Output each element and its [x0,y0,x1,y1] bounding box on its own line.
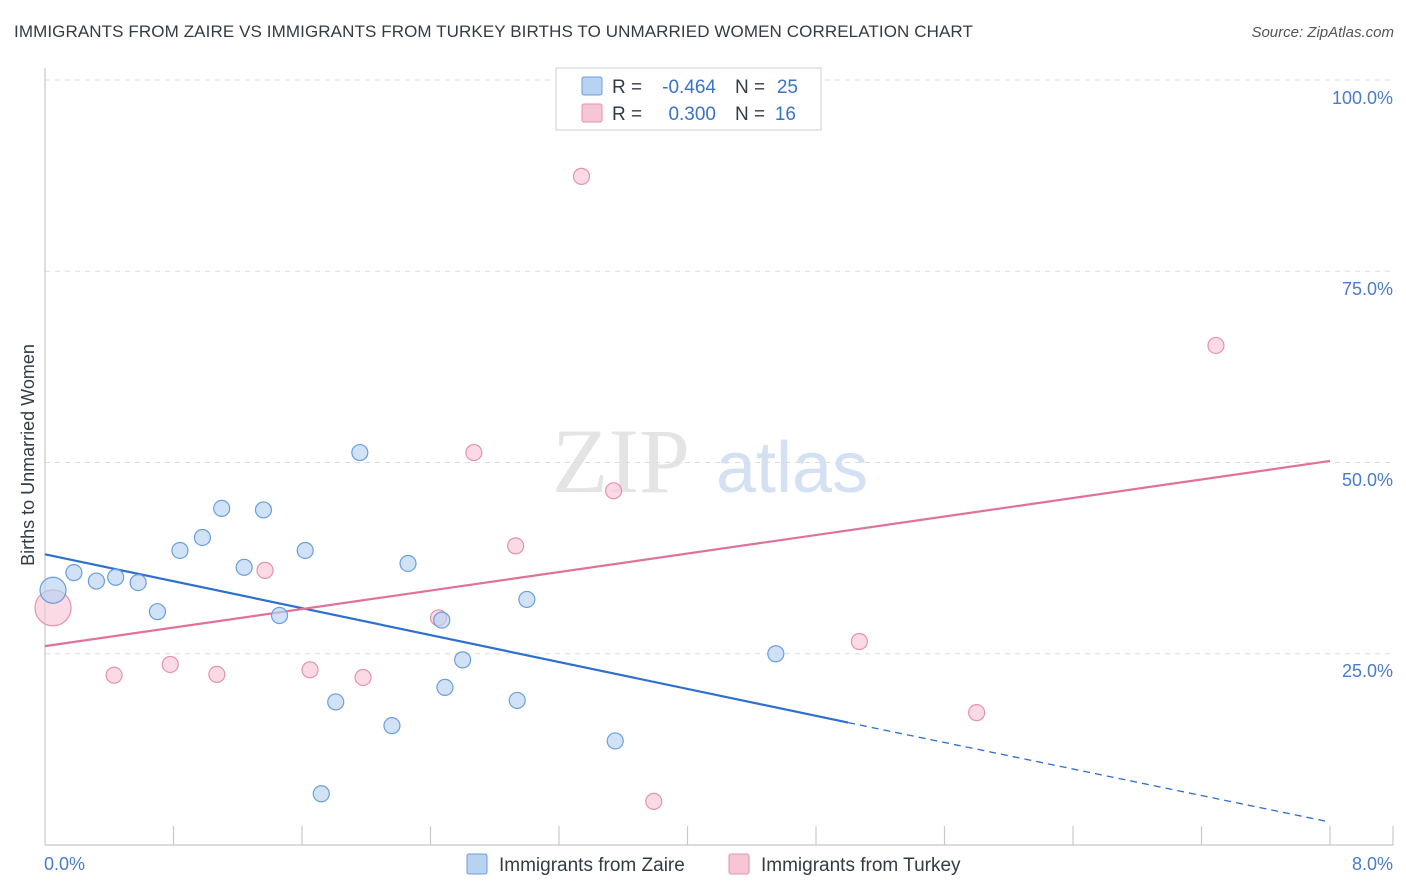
data-point-zaire-6 [171,541,189,560]
data-point-zaire-10 [254,501,273,519]
data-point-zaire-24 [767,645,785,663]
data-point-turkey-1 [105,666,123,684]
data-point-zaire-11 [270,606,289,625]
data-point-zaire-4 [129,574,147,592]
bottom-legend-swatch-turkey [728,853,750,875]
watermark-zip: ZIP [552,410,690,512]
y-tick-label-25: 25.0% [1342,661,1393,681]
data-points [34,167,1225,810]
data-point-turkey-10 [572,167,591,185]
legend-turkey-r-value: 0.300 [668,104,716,125]
data-point-zaire-19 [436,678,454,697]
trend-lines [44,459,1331,823]
watermark-atlas: atlas [716,428,868,508]
trend-line-turkey [44,459,1331,648]
data-point-turkey-3 [208,665,226,684]
data-point-zaire-15 [351,443,369,462]
data-point-zaire-2 [87,572,106,590]
x-tick-label-min: 0.0% [44,854,85,874]
series-legend: Immigrants from Zaire Immigrants from Tu… [466,853,961,876]
legend-zaire-r-label: R = [612,77,642,98]
data-point-zaire-21 [508,691,526,710]
legend-turkey-n-label: N = [735,104,765,125]
bottom-legend-label-zaire: Immigrants from Zaire [499,855,685,876]
data-point-zaire-8 [213,499,231,517]
data-point-turkey-5 [301,661,319,679]
trend-line-zaire [44,553,849,724]
legend-zaire-n-value: 25 [777,77,798,98]
data-point-zaire-12 [296,541,314,560]
data-point-turkey-14 [968,704,986,722]
y-tick-label-75: 75.0% [1342,279,1393,299]
bottom-legend-label-turkey: Immigrants from Turkey [761,855,961,876]
bottom-legend-swatch-zaire [466,853,488,875]
data-point-turkey-11 [605,482,623,500]
legend-swatch-zaire [581,76,603,96]
legend-turkey-n-value: 16 [775,104,796,125]
data-point-turkey-9 [507,537,525,555]
data-point-zaire-20 [454,651,472,669]
data-point-zaire-0 [39,576,67,604]
data-point-turkey-8 [465,443,483,462]
legend-swatch-turkey [581,103,603,123]
data-point-zaire-18 [433,611,451,629]
data-point-zaire-13 [312,785,330,803]
trend-line-zaire-extension [847,721,1331,823]
data-point-turkey-6 [354,668,372,687]
axes [44,68,1394,846]
data-point-zaire-7 [193,528,212,547]
data-point-zaire-1 [65,564,83,582]
data-point-zaire-22 [518,590,536,609]
source-label: Source: ZipAtlas.com [1251,24,1394,41]
y-axis-label: Births to Unmarried Women [18,344,38,566]
chart-title: IMMIGRANTS FROM ZAIRE VS IMMIGRANTS FROM… [14,22,973,41]
y-tick-label-50: 50.0% [1342,470,1393,490]
legend-zaire-r-value: -0.464 [662,77,716,98]
data-point-turkey-15 [1207,336,1225,355]
legend-zaire-n-label: N = [735,77,765,98]
data-point-zaire-3 [107,568,125,586]
data-point-zaire-16 [383,717,401,735]
data-point-zaire-5 [148,603,167,621]
legend-turkey-r-label: R = [612,104,642,125]
data-point-zaire-14 [327,693,345,711]
data-point-turkey-2 [161,655,179,674]
x-tick-label-max: 8.0% [1352,854,1393,874]
data-point-zaire-17 [399,554,417,573]
data-point-zaire-9 [235,558,253,576]
data-point-zaire-23 [606,732,624,750]
correlation-legend: R = -0.464 N = 25 R = 0.300 N = 16 [555,67,822,131]
data-point-turkey-4 [256,561,274,579]
y-tick-label-100: 100.0% [1332,88,1393,108]
data-point-turkey-12 [645,792,663,810]
data-point-turkey-13 [850,632,868,651]
